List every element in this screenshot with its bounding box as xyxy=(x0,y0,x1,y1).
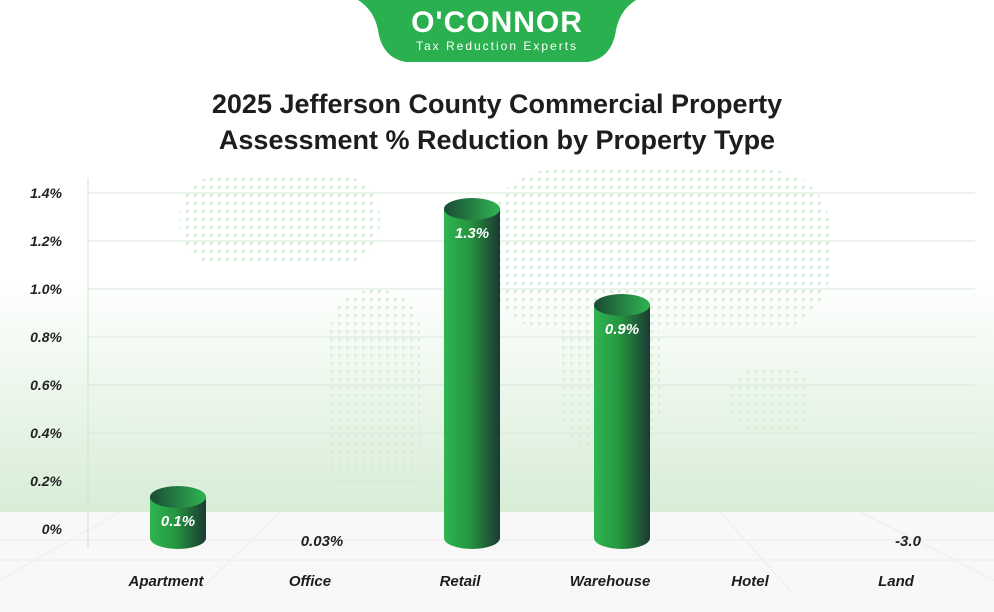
bar-top xyxy=(594,294,650,316)
title-line-1: 2025 Jefferson County Commercial Propert… xyxy=(211,89,783,119)
data-label: 1.3% xyxy=(455,225,489,242)
data-label: 0.1% xyxy=(161,513,195,530)
bar-top xyxy=(150,486,206,508)
bar-retail: 1.3% Retail xyxy=(440,198,500,590)
bar-base xyxy=(594,527,650,549)
x-tick-label: Apartment xyxy=(127,573,204,590)
bar-body xyxy=(594,305,650,538)
y-tick-label: 1.4% xyxy=(30,185,62,201)
bar-base xyxy=(444,527,500,549)
data-label: 0.03% xyxy=(301,533,344,550)
chart-title: 2025 Jefferson County Commercial Propert… xyxy=(0,86,994,158)
bar-top xyxy=(444,198,500,220)
bar-warehouse: 0.9% Warehouse xyxy=(570,294,651,590)
bar-base xyxy=(150,527,206,549)
y-tick-label: 0% xyxy=(42,521,63,537)
x-tick-label: Warehouse xyxy=(570,573,651,590)
y-tick-label: 1.0% xyxy=(30,281,62,297)
title-line-2: Assessment % Reduction by Property Type xyxy=(218,125,776,155)
y-tick-label: 0.6% xyxy=(30,377,62,393)
logo-name: O'CONNOR xyxy=(411,6,583,39)
bar-office: 0.03% Office xyxy=(289,533,343,590)
bar-land: -3.0 Land xyxy=(878,533,921,590)
data-label: 0.9% xyxy=(605,321,639,338)
bar-hotel: Hotel xyxy=(731,573,769,590)
data-label: -3.0 xyxy=(895,533,922,550)
logo: O'CONNOR Tax Reduction Experts xyxy=(358,0,636,62)
y-tick-label: 0.2% xyxy=(30,473,62,489)
logo-tagline: Tax Reduction Experts xyxy=(415,39,579,53)
y-tick-label: 0.8% xyxy=(30,329,62,345)
bar-body xyxy=(444,209,500,538)
bar-apartment: 0.1% Apartment xyxy=(127,486,206,590)
y-tick-label: 0.4% xyxy=(30,425,62,441)
x-tick-label: Land xyxy=(878,573,915,590)
x-tick-label: Retail xyxy=(440,573,482,590)
x-tick-label: Office xyxy=(289,573,331,590)
x-tick-label: Hotel xyxy=(731,573,769,590)
y-tick-label: 1.2% xyxy=(30,233,62,249)
